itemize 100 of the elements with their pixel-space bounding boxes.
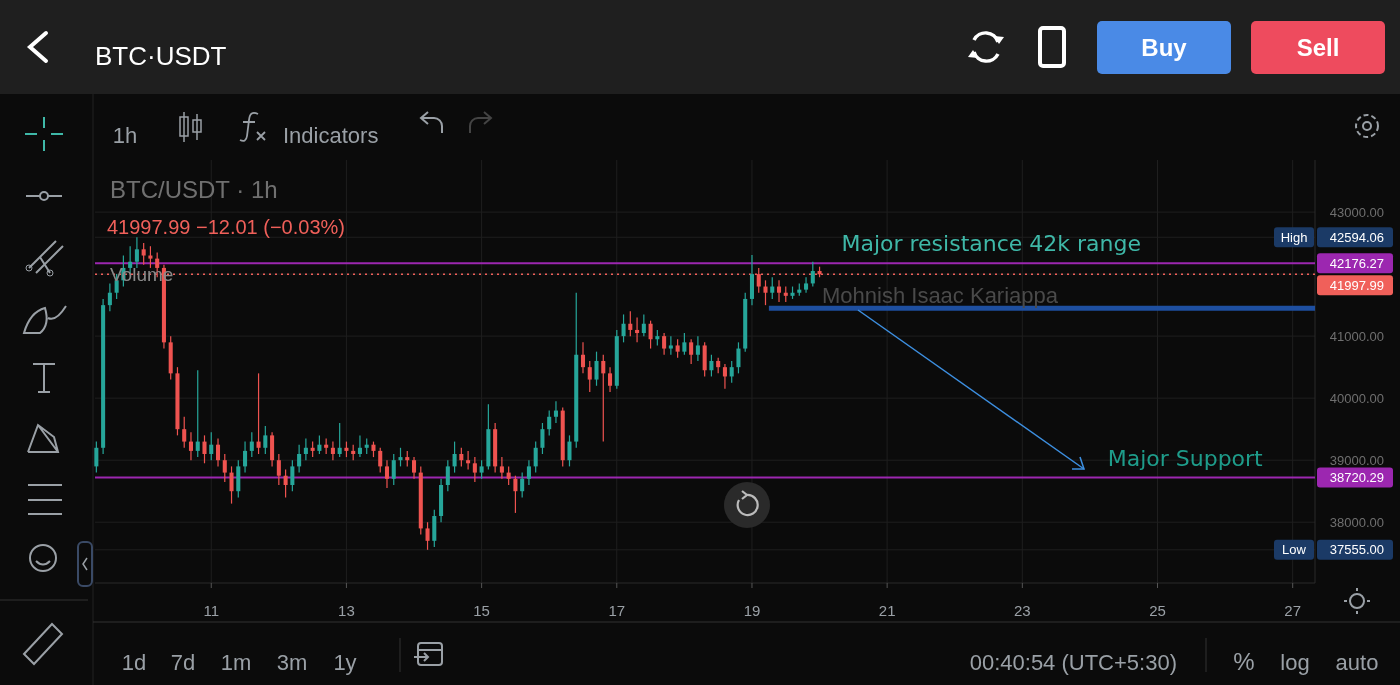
x-tick-label: 27	[1284, 602, 1302, 619]
candlestick	[810, 261, 815, 288]
candlestick	[391, 453, 396, 486]
candlestick	[479, 459, 484, 480]
x-tick-label: 25	[1149, 602, 1166, 619]
x-tick-label: 11	[203, 602, 220, 619]
candlestick	[594, 351, 599, 387]
text: auto	[1335, 649, 1379, 675]
candlestick	[209, 431, 214, 461]
x-tick-label: 17	[608, 602, 626, 619]
candlestick	[94, 440, 99, 474]
text: 3m	[276, 649, 308, 675]
candlestick	[330, 440, 335, 461]
candlestick	[134, 236, 139, 269]
candlestick	[303, 437, 308, 461]
candlestick	[445, 459, 450, 492]
text: Indicators	[283, 122, 379, 148]
candlestick	[256, 372, 261, 455]
candlestick	[621, 313, 626, 343]
text: 00:40:54 (UTC+5:30)	[969, 649, 1177, 675]
candlestick	[499, 456, 504, 480]
candlestick	[398, 447, 403, 467]
y-tick-label: 39000.00	[1329, 452, 1384, 468]
candlestick	[567, 434, 572, 467]
ref-line-label: 38720.29	[1329, 470, 1384, 486]
candlestick	[662, 332, 667, 356]
candlestick	[736, 341, 741, 374]
x-tick-label: 21	[878, 602, 896, 619]
candlestick	[587, 360, 592, 393]
candlestick	[648, 320, 653, 350]
candlestick	[215, 437, 221, 467]
annotation: High	[1280, 229, 1308, 245]
candlestick	[472, 456, 477, 483]
candlestick	[276, 453, 281, 486]
candlestick	[459, 447, 464, 467]
candlestick	[520, 472, 525, 499]
candlestick	[513, 475, 518, 514]
candlestick	[526, 459, 531, 486]
candlestick	[804, 276, 809, 294]
candlestick	[695, 335, 700, 362]
annotation: Major resistance 42k range	[841, 231, 1142, 257]
x-tick-label: 15	[473, 602, 490, 619]
text: 1h	[112, 122, 138, 148]
candlestick	[756, 267, 761, 294]
y-tick-label: 43000.00	[1329, 204, 1384, 220]
candlestick	[263, 425, 268, 455]
candlestick	[709, 354, 714, 378]
candlestick	[452, 440, 457, 474]
text: %	[1233, 648, 1255, 676]
candlestick	[540, 422, 545, 455]
candlestick	[580, 341, 586, 374]
candlestick	[195, 369, 200, 458]
text: 1y	[333, 649, 357, 675]
annotation: Major Support	[1107, 445, 1264, 471]
candlestick	[378, 447, 383, 474]
candlestick	[249, 431, 254, 458]
text: 1m	[220, 649, 252, 675]
candlestick	[297, 444, 302, 474]
candlestick	[466, 450, 471, 471]
candlestick	[553, 400, 558, 424]
candlestick	[668, 335, 673, 356]
text: Sell	[1296, 34, 1340, 62]
candlestick	[641, 313, 646, 337]
candlestick	[182, 416, 187, 449]
candlestick	[384, 459, 390, 489]
text: BTC/USDT · 1h	[110, 176, 278, 203]
y-tick-label: 38000.00	[1329, 514, 1384, 530]
text: log	[1280, 649, 1310, 675]
candlestick	[141, 242, 146, 266]
candlestick	[148, 245, 153, 269]
candlestick	[337, 422, 342, 458]
candlestick	[506, 465, 511, 486]
candlestick	[682, 332, 687, 356]
candlestick	[729, 360, 734, 384]
text: 41997.99 −12.01 (−0.03%)	[107, 216, 345, 238]
y-tick-label: 41000.00	[1329, 328, 1384, 344]
candlestick	[675, 338, 680, 359]
text: 1d	[121, 649, 147, 675]
candlestick	[763, 279, 768, 306]
candlestick	[317, 434, 322, 455]
candlestick	[635, 316, 640, 343]
text: BTC·USDT	[95, 41, 227, 72]
candlestick	[283, 468, 288, 499]
candlestick	[628, 310, 633, 337]
candlestick	[608, 366, 613, 393]
candlestick	[425, 521, 430, 551]
candlestick	[202, 434, 207, 464]
y-tick-label: 40000.00	[1329, 390, 1384, 406]
ref-line-label: 41997.99	[1329, 277, 1384, 293]
candlestick	[107, 282, 112, 312]
candlestick	[188, 431, 194, 461]
candlestick	[770, 276, 775, 300]
x-tick-label: 23	[1013, 602, 1031, 619]
y-tick-label: 37555.00	[1329, 542, 1384, 558]
text: Buy	[1141, 34, 1188, 62]
annotation: Mohnish Isaac Kariappa	[822, 282, 1059, 308]
ref-line-label: 42176.27	[1329, 255, 1384, 271]
candlestick	[222, 453, 227, 483]
x-tick-label: 13	[338, 602, 355, 619]
candlestick	[601, 354, 606, 443]
